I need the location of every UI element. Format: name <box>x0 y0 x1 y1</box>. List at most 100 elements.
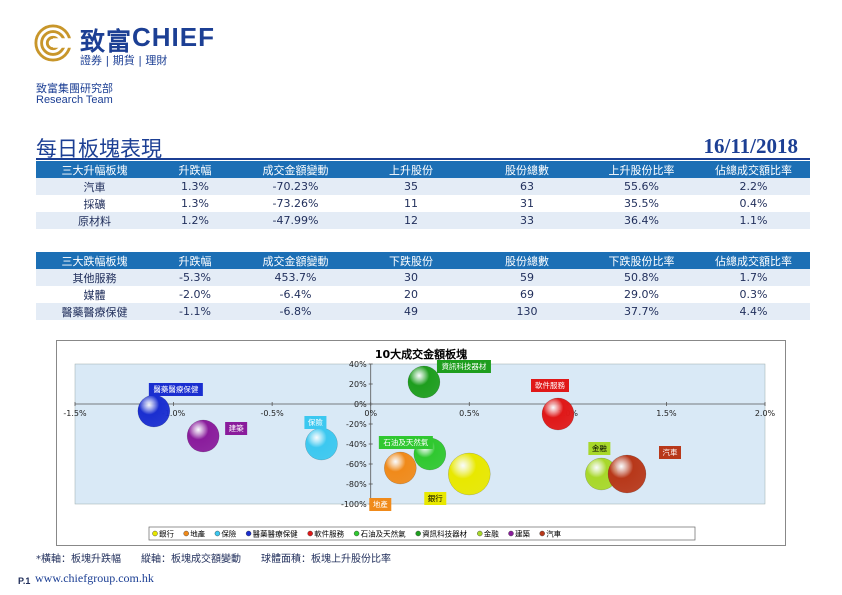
bubble-label-box <box>588 442 611 455</box>
x-tick-label: 1.5% <box>656 409 677 418</box>
table-cell: 29.0% <box>586 286 697 303</box>
column-header: 佔總成交額比率 <box>697 161 810 178</box>
report-date: 16/11/2018 <box>703 134 798 158</box>
report-title: 每日板塊表現 <box>36 137 162 161</box>
legend-marker <box>152 530 158 537</box>
table-cell: 30 <box>354 269 468 286</box>
column-header: 佔總成交額比率 <box>697 252 810 269</box>
table-row: 媒體 -2.0% -6.4% 20 69 29.0% 0.3% <box>36 286 810 303</box>
table-row: 其他服務 -5.3% 453.7% 30 59 50.8% 1.7% <box>36 269 810 286</box>
website-link[interactable]: www.chiefgroup.com.hk <box>35 571 154 585</box>
column-header: 三大升幅板塊 <box>36 161 153 178</box>
legend-marker <box>214 530 221 537</box>
table-cell: 130 <box>468 303 586 320</box>
brand-name-en: CHIEF <box>132 22 215 52</box>
legend-marker <box>353 530 360 537</box>
table-cell: -73.26% <box>237 195 354 212</box>
legend-marker <box>508 530 514 537</box>
chart-footnote: *橫軸：板塊升跌幅 縱軸：板塊成交額變動 球體面積：板塊上升股份比率 <box>36 554 391 565</box>
x-tick-label: 0.5% <box>459 409 480 418</box>
table-cell: 35.5% <box>586 195 697 212</box>
table-cell: 4.4% <box>697 303 810 320</box>
legend-entry: 地產 <box>190 529 205 539</box>
y-tick-label: -100% <box>341 500 367 509</box>
table-cell: 媒體 <box>36 286 153 303</box>
table-cell: -47.99% <box>237 212 354 229</box>
table-cell: 原材料 <box>36 212 153 229</box>
chief-logo-icon <box>34 24 72 62</box>
legend-entry: 醫藥醫療保健 <box>253 529 298 539</box>
bubble-chart-canvas: 10大成交金額板塊 -1.5%-1.0%-0.5%0%0.5%1.0%1.5%2… <box>63 347 776 541</box>
legend-entry: 石油及天然氣 <box>361 529 406 539</box>
x-tick-label: -0.5% <box>261 409 285 418</box>
chart-title: 10大成交金額板塊 <box>375 347 467 361</box>
column-header: 成交金額變動 <box>237 161 354 178</box>
table-cell: 12 <box>354 212 468 229</box>
legend-entry: 軟件服務 <box>314 529 344 539</box>
table-cell: 1.3% <box>153 195 237 212</box>
bubble-label: 汽車 <box>663 447 678 457</box>
column-header: 三大跌幅板塊 <box>36 252 153 269</box>
bubble-label-box <box>304 416 327 429</box>
bubble-label: 資訊科技器材 <box>441 361 486 371</box>
table-header-row: 三大跌幅板塊 升跌幅 成交金額變動 下跌股份 股份總數 下跌股份比率 佔總成交額… <box>36 252 810 269</box>
table-cell: 醫藥醫療保健 <box>36 303 153 320</box>
table-row: 採礦 1.3% -73.26% 11 31 35.5% 0.4% <box>36 195 810 212</box>
table-cell: -2.0% <box>153 286 237 303</box>
table-cell: -6.4% <box>237 286 354 303</box>
bubble <box>541 397 575 431</box>
table-cell: 1.3% <box>153 178 237 195</box>
table-cell: 50.8% <box>586 269 697 286</box>
top-gainers-table: 三大升幅板塊 升跌幅 成交金額變動 上升股份 股份總數 上升股份比率 佔總成交額… <box>36 161 810 229</box>
table-cell: -1.1% <box>153 303 237 320</box>
table-row: 原材料 1.2% -47.99% 12 33 36.4% 1.1% <box>36 212 810 229</box>
table-cell: 1.1% <box>697 212 810 229</box>
legend-entry: 建築 <box>515 529 530 539</box>
y-tick-label: 20% <box>349 380 367 389</box>
table-cell: 汽車 <box>36 178 153 195</box>
x-tick-label: 0% <box>364 409 377 418</box>
bubble-label: 銀行 <box>428 493 443 503</box>
legend-marker <box>539 530 545 537</box>
column-header: 升跌幅 <box>153 252 237 269</box>
legend-entry: 金融 <box>484 529 499 539</box>
column-header: 下跌股份 <box>354 252 468 269</box>
table-cell: -70.23% <box>237 178 354 195</box>
table-cell: 0.3% <box>697 286 810 303</box>
x-tick-label: -1.0% <box>162 409 186 418</box>
y-tick-label: -80% <box>346 480 367 489</box>
table-cell: 1.2% <box>153 212 237 229</box>
bubble-label: 軟件服務 <box>535 380 565 390</box>
bubble <box>407 365 441 399</box>
bubble <box>384 451 417 485</box>
table-cell: 59 <box>468 269 586 286</box>
bubble-label: 保險 <box>308 417 323 427</box>
legend-marker <box>183 530 189 537</box>
table-cell: 11 <box>354 195 468 212</box>
table-cell: 2.2% <box>697 178 810 195</box>
chart-legend <box>148 526 696 541</box>
table-cell: 1.7% <box>697 269 810 286</box>
table-cell: 63 <box>468 178 586 195</box>
bubble-chart: 10大成交金額板塊 -1.5%-1.0%-0.5%0%0.5%1.0%1.5%2… <box>56 340 786 546</box>
column-header: 股份總數 <box>468 161 586 178</box>
bubble <box>186 419 220 453</box>
table-cell: 採礦 <box>36 195 153 212</box>
brand-name-cn: 致富 <box>80 27 133 56</box>
table-cell: 36.4% <box>586 212 697 229</box>
x-tick-label: -1.5% <box>63 409 87 418</box>
bubble <box>607 454 647 494</box>
table-header-row: 三大升幅板塊 升跌幅 成交金額變動 上升股份 股份總數 上升股份比率 佔總成交額… <box>36 161 810 178</box>
column-header: 股份總數 <box>468 252 586 269</box>
legend-entry: 汽車 <box>546 529 561 539</box>
table-cell: 453.7% <box>237 269 354 286</box>
bubble-label: 醫藥醫療保健 <box>153 384 198 394</box>
bubble-label-box <box>659 446 681 459</box>
table-cell: 55.6% <box>586 178 697 195</box>
page-number: P.1 <box>18 576 31 586</box>
table-cell: 其他服務 <box>36 269 153 286</box>
bubble-label-box <box>531 379 569 392</box>
brand-tagline: 證券 | 期貨 | 理財 <box>80 54 168 67</box>
legend-marker <box>477 530 483 537</box>
bubble-label-box <box>378 436 433 449</box>
